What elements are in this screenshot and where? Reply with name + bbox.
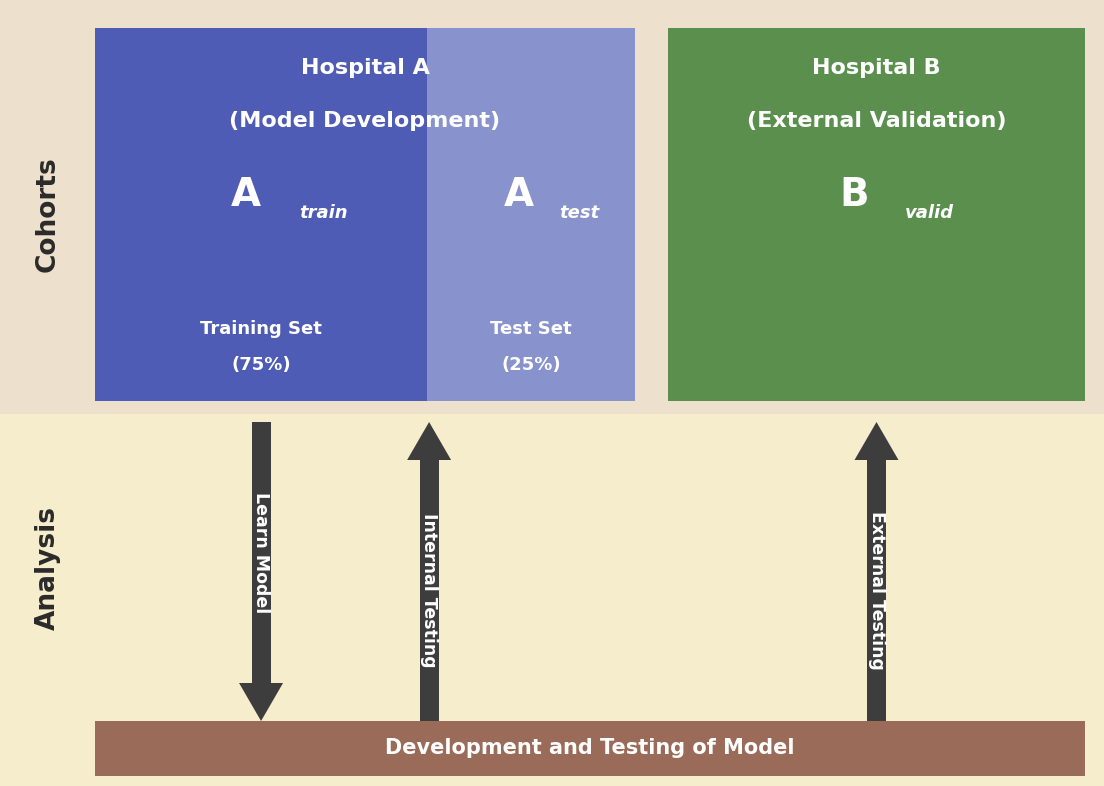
Bar [0, 0, 1104, 414]
Text: test: test [559, 204, 599, 222]
Text: Development and Testing of Model: Development and Testing of Model [385, 739, 795, 758]
Bar [0, 414, 1104, 786]
Text: Hospital A: Hospital A [300, 58, 429, 78]
Text: (75%): (75%) [231, 356, 290, 374]
Text: Internal Testing: Internal Testing [421, 513, 438, 668]
Bar [427, 28, 635, 401]
Text: Training Set: Training Set [200, 320, 322, 338]
Text: Test Set: Test Set [490, 320, 572, 338]
Text: Hospital B: Hospital B [813, 58, 941, 78]
Text: (External Validation): (External Validation) [746, 111, 1006, 131]
Text: Analysis: Analysis [35, 505, 61, 630]
Bar [668, 28, 1085, 401]
Text: External Testing: External Testing [868, 511, 885, 670]
Text: (Model Development): (Model Development) [230, 111, 500, 131]
Text: A: A [231, 175, 262, 214]
Text: A: A [505, 175, 534, 214]
Polygon shape [240, 683, 283, 721]
Bar [252, 422, 270, 683]
Text: B: B [840, 175, 869, 214]
Bar [867, 460, 887, 721]
Text: train: train [299, 204, 348, 222]
Polygon shape [854, 422, 899, 460]
Bar [420, 460, 438, 721]
Text: Learn Model: Learn Model [252, 492, 270, 613]
Text: valid: valid [904, 204, 954, 222]
Text: (25%): (25%) [501, 356, 561, 374]
Bar [95, 28, 427, 401]
Text: Cohorts: Cohorts [35, 156, 61, 273]
Polygon shape [407, 422, 452, 460]
Bar [95, 721, 1085, 776]
